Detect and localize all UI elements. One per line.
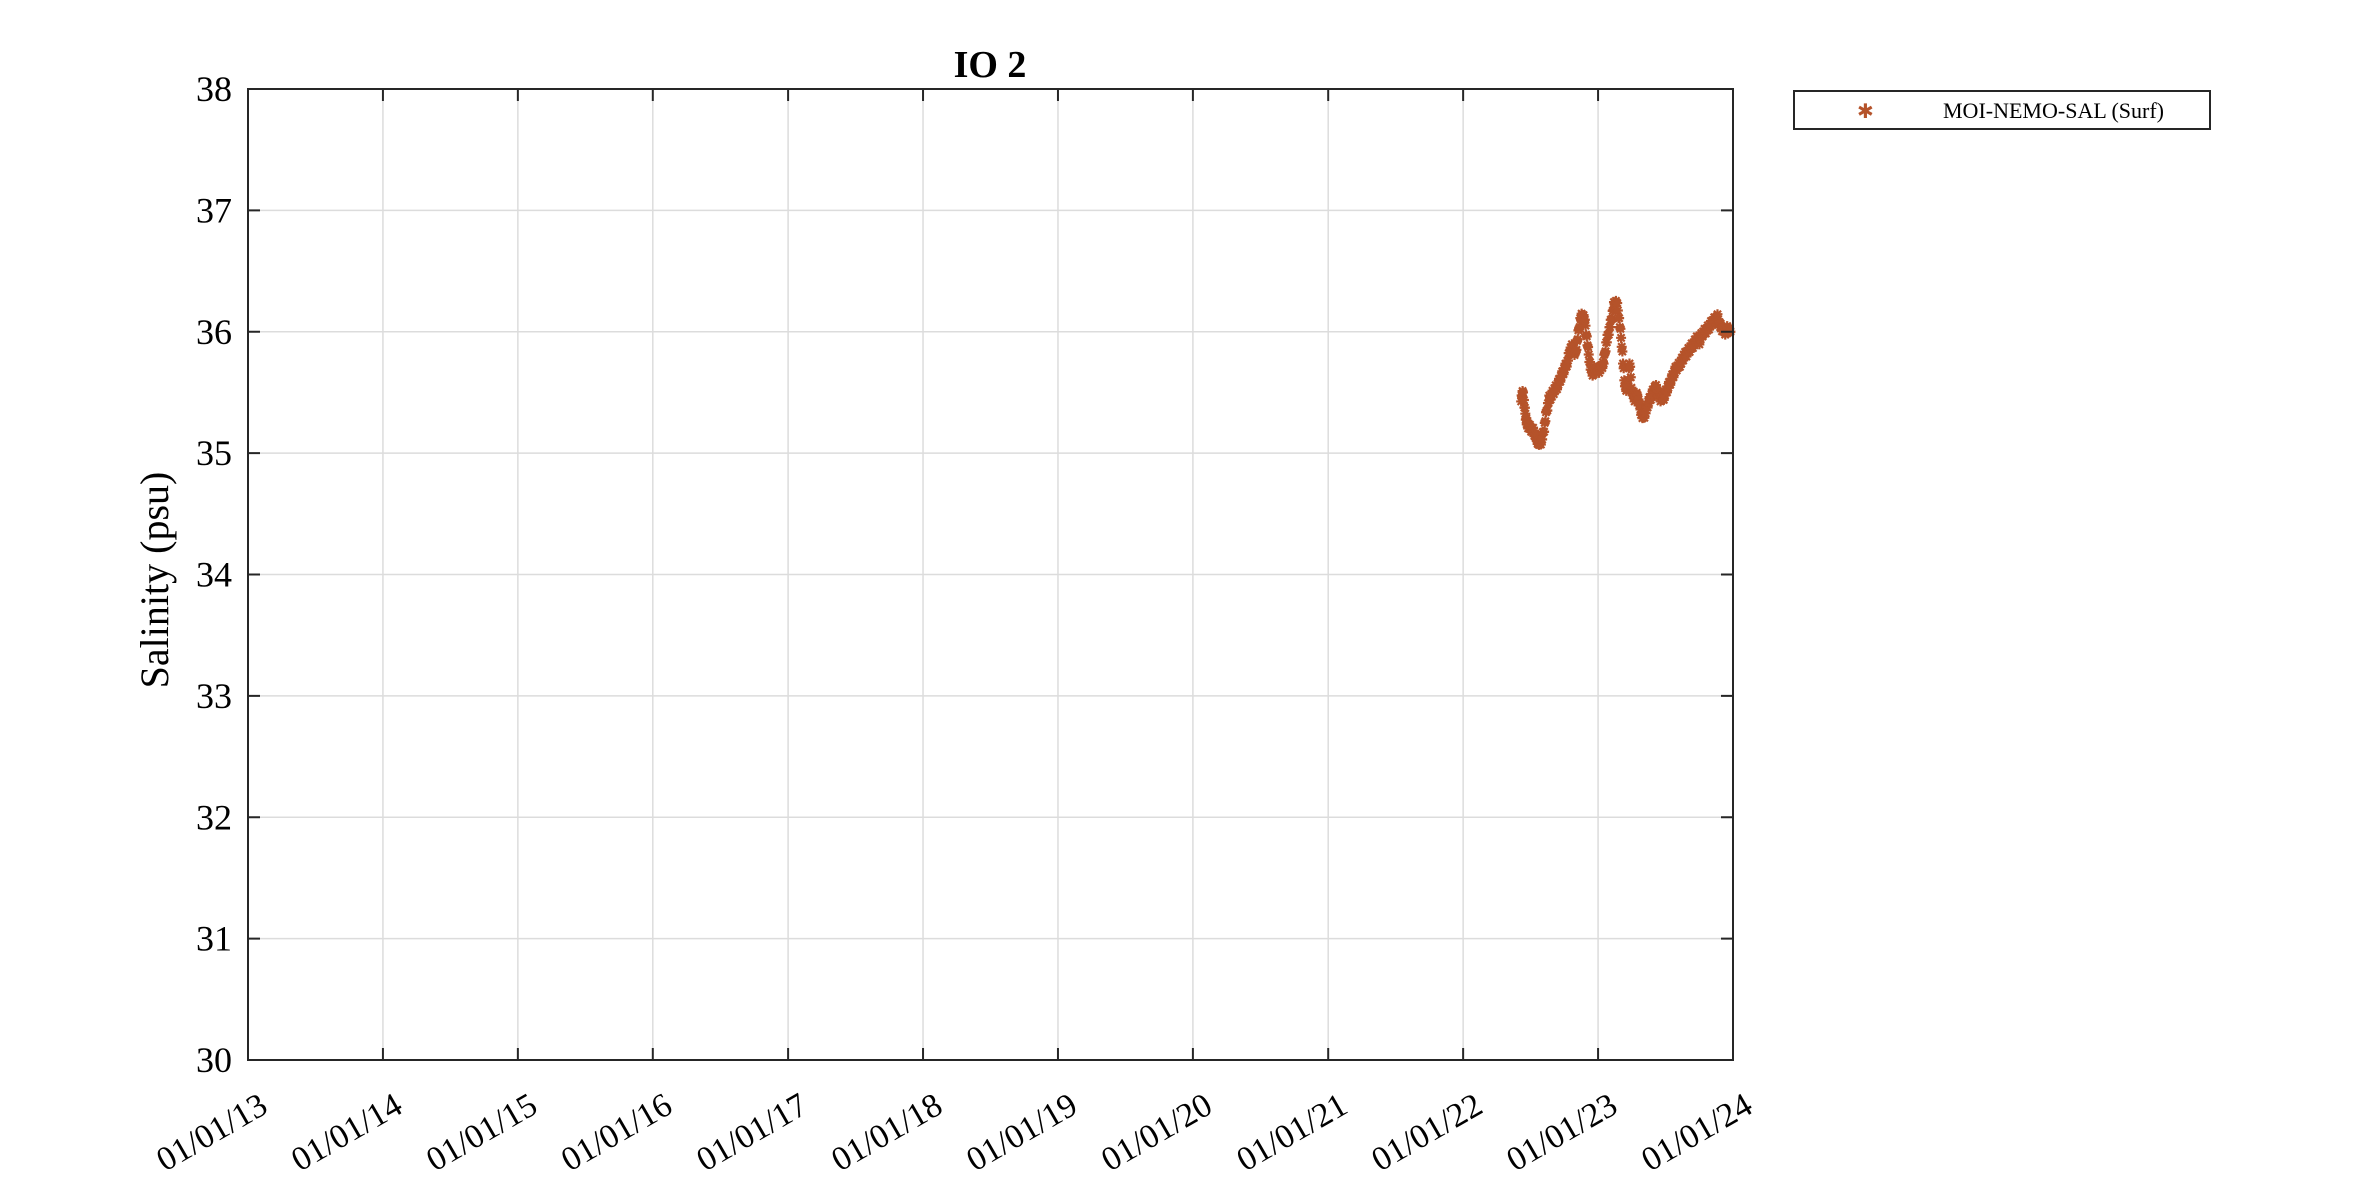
y-tick-label: 36 [196,312,232,352]
data-point [1518,387,1529,398]
legend-entry-label: MOI-NEMO-SAL (Surf) [1943,98,2164,123]
data-point [1583,349,1594,360]
y-tick-label: 38 [196,69,232,109]
data-point [1597,363,1608,374]
data-point [1585,357,1596,368]
data-point [1574,322,1585,333]
data-point [1519,402,1530,413]
data-point [1598,358,1609,369]
x-tick-label: 01/01/18 [825,1086,948,1178]
data-point [1633,394,1644,405]
data-point [1542,405,1553,416]
data-point [1603,329,1614,340]
data-point [1600,346,1611,357]
asterisk-marker-icon: ✱ [1857,99,1874,123]
data-point [1580,320,1591,331]
data-point [1632,389,1643,400]
y-tick-label: 37 [196,190,232,230]
data-point [1640,408,1651,419]
data-point [1540,416,1551,427]
x-tick-label: 01/01/15 [420,1086,543,1178]
data-point [1578,310,1589,321]
grid [248,89,1733,1060]
series-marks [1516,295,1736,450]
data-point [1634,399,1645,410]
data-series [1516,295,1736,450]
axis-labels: 01/01/13 01/01/14 01/01/15 01/01/16 01/01/17… [150,69,1758,1179]
data-point [1518,395,1529,406]
data-point [1704,324,1715,335]
data-point [1581,331,1592,342]
x-tick-label: 01/01/23 [1500,1086,1623,1178]
data-point [1558,369,1569,380]
data-point [1583,342,1594,353]
data-point [1537,434,1548,445]
data-point [1605,322,1616,333]
data-point [1567,341,1578,352]
data-point [1552,384,1563,395]
legend: ✱ MOI-NEMO-SAL (Surf) [1793,90,2211,130]
data-point [1662,387,1673,398]
data-point [1615,323,1626,334]
data-point [1614,313,1625,324]
x-tick-label: 01/01/22 [1366,1086,1489,1178]
data-point [1712,309,1723,320]
y-tick-label: 35 [196,433,232,473]
data-point [1555,376,1566,387]
data-point [1645,394,1656,405]
x-tick-label: 01/01/16 [555,1086,678,1178]
y-tick-label: 32 [196,797,232,837]
data-point [1612,298,1623,309]
data-point [1612,305,1623,316]
data-point [1548,389,1559,400]
x-tick-label: 01/01/21 [1231,1086,1354,1178]
x-tick-label: 01/01/20 [1095,1086,1218,1178]
data-point [1579,314,1590,325]
x-tick-label: 01/01/24 [1635,1086,1758,1178]
data-point [1545,394,1556,405]
data-point [1625,361,1636,372]
x-tick-label: 01/01/13 [150,1086,273,1178]
data-point [1601,337,1612,348]
y-tick-label: 34 [196,555,232,595]
y-tick-label: 31 [196,919,232,959]
axis-ticks [247,88,1734,1061]
data-point [1571,344,1582,355]
data-point [1616,332,1627,343]
y-axis-label: Salinity (psu) [132,472,177,689]
data-point [1658,394,1669,405]
data-point [1668,372,1679,383]
data-point [1572,334,1583,345]
data-point [1607,313,1618,324]
y-tick-label: 30 [196,1040,232,1080]
data-point [1694,339,1705,350]
data-point [1563,355,1574,366]
data-point [1665,379,1676,390]
data-point [1618,363,1629,374]
data-point [1625,372,1636,383]
x-tick-label: 01/01/19 [960,1086,1083,1178]
y-tick-label: 33 [196,676,232,716]
data-point [1681,351,1692,362]
data-point [1539,426,1550,437]
chart-title: IO 2 [954,44,1027,86]
data-point [1561,361,1572,372]
data-point [1617,346,1628,357]
data-point [1642,402,1653,413]
x-tick-label: 01/01/14 [285,1086,408,1178]
x-tick-label: 01/01/17 [690,1086,813,1178]
data-point [1674,361,1685,372]
